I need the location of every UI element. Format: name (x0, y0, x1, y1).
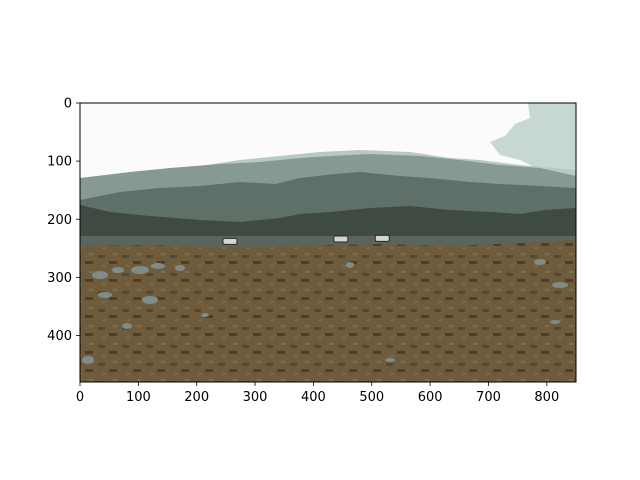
y-axis: 0 100 200 300 400 (47, 97, 80, 344)
rock (142, 296, 158, 304)
x-tick-label: 600 (418, 390, 443, 405)
rock (82, 356, 94, 364)
x-axis: 0 100 200 300 400 500 600 700 800 (76, 382, 559, 405)
rock (550, 320, 560, 324)
plot-frame (79, 102, 577, 383)
cloud-patch (490, 103, 576, 172)
x-tick-label: 700 (476, 390, 501, 405)
rock (151, 263, 165, 269)
vehicle (374, 234, 390, 242)
rock (201, 313, 209, 317)
rock (98, 292, 112, 298)
y-tick-label: 200 (47, 213, 72, 228)
y-tick-label: 400 (47, 329, 72, 344)
x-tick-label: 200 (184, 390, 209, 405)
vehicle (222, 237, 238, 245)
rock (92, 271, 108, 279)
rock (346, 262, 354, 268)
y-tick-label: 100 (47, 155, 72, 170)
vehicle (333, 235, 349, 243)
rock-cluster (82, 259, 568, 364)
rock (552, 282, 568, 288)
vehicles (222, 234, 390, 245)
road-band (80, 236, 576, 248)
ground-region (80, 240, 576, 382)
plot-image (80, 103, 576, 382)
rock (112, 267, 124, 273)
x-tick-label: 100 (126, 390, 151, 405)
x-tick-label: 500 (359, 390, 384, 405)
rock (175, 265, 185, 271)
rock (534, 259, 546, 265)
y-tick-label: 0 (64, 97, 72, 112)
rock (131, 266, 149, 274)
rock (385, 358, 395, 362)
x-tick-label: 0 (76, 390, 84, 405)
rock (122, 323, 132, 329)
y-tick-label: 300 (47, 271, 72, 286)
x-tick-label: 400 (301, 390, 326, 405)
x-tick-label: 300 (243, 390, 268, 405)
x-tick-label: 800 (534, 390, 559, 405)
